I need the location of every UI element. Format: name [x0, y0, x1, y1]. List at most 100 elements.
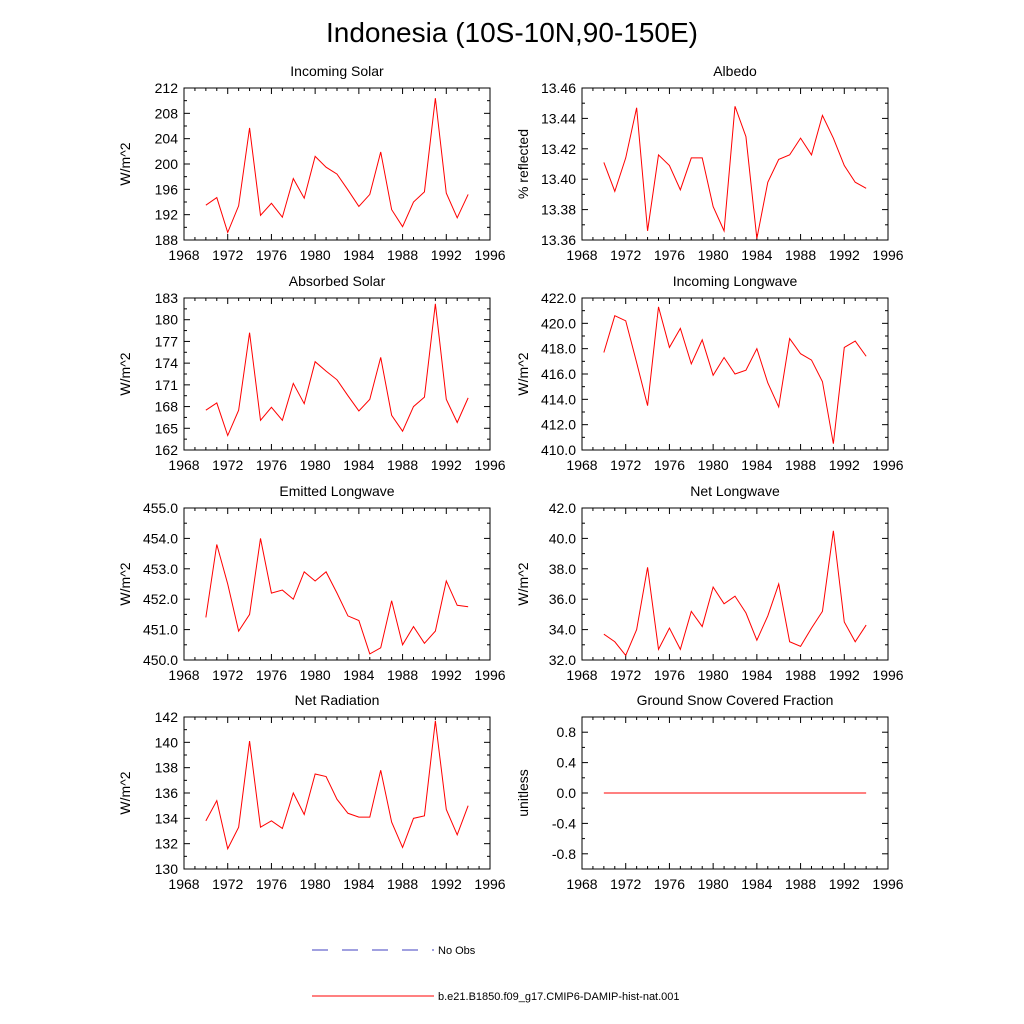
x-tick-label: 1980	[300, 876, 331, 892]
y-tick-label: 208	[155, 105, 179, 121]
x-tick-label: 1996	[872, 876, 903, 892]
panel-title: Emitted Longwave	[279, 483, 394, 499]
panel-title: Net Radiation	[295, 692, 380, 708]
x-tick-label: 1976	[654, 457, 685, 473]
panel-4: 1968 1972 1976 1980 1984 1988 1992 1996 410.0 412…	[515, 273, 904, 473]
x-tick-label: 1976	[256, 667, 287, 683]
x-tick-label: 1968	[566, 457, 597, 473]
y-axis-label: W/m^2	[117, 142, 133, 185]
y-tick-label: 196	[155, 181, 179, 197]
y-tick-label: 455.0	[143, 500, 178, 516]
y-axis-label: unitless	[515, 769, 531, 816]
x-tick-label: 1996	[872, 457, 903, 473]
x-tick-label: 1984	[343, 457, 374, 473]
x-tick-label: 1980	[698, 876, 729, 892]
x-tick-label: 1976	[256, 457, 287, 473]
series-line	[603, 106, 867, 239]
y-tick-label: 34.0	[549, 622, 576, 638]
y-tick-label: 200	[155, 156, 179, 172]
x-tick-label: 1992	[829, 247, 860, 263]
series-line	[603, 306, 867, 444]
x-tick-label: 1968	[168, 457, 199, 473]
y-tick-label: 0.4	[557, 755, 577, 771]
y-tick-label: 204	[155, 131, 179, 147]
y-tick-label: 140	[155, 734, 179, 750]
y-tick-label: 13.42	[541, 141, 576, 157]
y-tick-label: 0.0	[557, 785, 577, 801]
panel-8: 1968 1972 1976 1980 1984 1988 1992 1996 -0.8 -0.4…	[515, 692, 904, 892]
x-tick-label: 1972	[610, 247, 641, 263]
panel-title: Net Longwave	[690, 483, 780, 499]
x-tick-label: 1996	[474, 876, 505, 892]
y-axis-label: W/m^2	[515, 562, 531, 605]
panel-title: Incoming Longwave	[673, 273, 798, 289]
y-tick-label: 422.0	[541, 290, 576, 306]
legend-obs-label: No Obs	[438, 945, 476, 957]
y-tick-label: 452.0	[143, 591, 178, 607]
y-tick-label: 454.0	[143, 530, 178, 546]
x-tick-label: 1980	[300, 457, 331, 473]
y-tick-label: 183	[155, 290, 179, 306]
x-tick-label: 1976	[654, 876, 685, 892]
x-tick-label: 1984	[343, 247, 374, 263]
x-tick-label: 1988	[785, 457, 816, 473]
panel-1: 1968 1972 1976 1980 1984 1988 1992 1996 188 192 19…	[117, 63, 506, 263]
y-tick-label: 13.36	[541, 232, 576, 248]
x-tick-label: 1984	[741, 457, 772, 473]
x-tick-label: 1968	[168, 247, 199, 263]
x-tick-label: 1980	[300, 247, 331, 263]
x-tick-label: 1984	[741, 667, 772, 683]
x-tick-label: 1972	[212, 457, 243, 473]
y-axis-label: W/m^2	[515, 352, 531, 395]
y-tick-label: 38.0	[549, 561, 576, 577]
legend: No Obs b.e21.B1850.f09_g17.CMIP6-DAMIP-h…	[312, 945, 680, 1003]
panels: 1968 1972 1976 1980 1984 1988 1992 1996 188 192 19…	[117, 63, 904, 892]
y-axis-label: W/m^2	[117, 562, 133, 605]
x-tick-label: 1992	[431, 667, 462, 683]
x-tick-label: 1972	[212, 247, 243, 263]
y-tick-label: 134	[155, 810, 179, 826]
plot-frame	[581, 507, 889, 661]
series-line	[205, 98, 469, 234]
x-tick-label: 1980	[698, 247, 729, 263]
y-tick-label: 130	[155, 861, 179, 877]
x-tick-label: 1996	[872, 667, 903, 683]
y-tick-label: 138	[155, 760, 179, 776]
x-tick-label: 1972	[610, 667, 641, 683]
y-tick-label: 136	[155, 785, 179, 801]
y-tick-label: 13.46	[541, 80, 576, 96]
y-tick-label: 32.0	[549, 652, 576, 668]
x-tick-label: 1992	[829, 457, 860, 473]
panel-3: 1968 1972 1976 1980 1984 1988 1992 1996 162 165 16…	[117, 273, 506, 473]
y-tick-label: 162	[155, 442, 179, 458]
x-tick-label: 1988	[387, 876, 418, 892]
panel-6: 1968 1972 1976 1980 1984 1988 1992 1996 32.0 34.0…	[515, 483, 904, 683]
x-tick-label: 1992	[431, 247, 462, 263]
y-tick-label: 171	[155, 377, 179, 393]
y-tick-label: 165	[155, 420, 179, 436]
panel-title: Albedo	[713, 63, 757, 79]
x-tick-label: 1988	[785, 876, 816, 892]
legend-model-label: b.e21.B1850.f09_g17.CMIP6-DAMIP-hist-nat…	[438, 991, 680, 1003]
x-tick-label: 1976	[256, 247, 287, 263]
series-line	[603, 530, 867, 657]
y-tick-label: 412.0	[541, 417, 576, 433]
panel-5: 1968 1972 1976 1980 1984 1988 1992 1996 450.0 451…	[117, 483, 506, 683]
plot-frame	[183, 507, 491, 661]
panel-title: Incoming Solar	[290, 63, 384, 79]
panel-title: Ground Snow Covered Fraction	[637, 692, 834, 708]
y-tick-label: 174	[155, 355, 179, 371]
x-tick-label: 1980	[698, 667, 729, 683]
series-line	[205, 303, 469, 437]
x-tick-label: 1972	[610, 876, 641, 892]
x-tick-label: 1984	[343, 667, 374, 683]
x-tick-label: 1968	[566, 247, 597, 263]
x-tick-label: 1996	[872, 247, 903, 263]
panel-2: 1968 1972 1976 1980 1984 1988 1992 1996 13.36 13.…	[515, 63, 904, 263]
y-tick-label: 420.0	[541, 315, 576, 331]
x-tick-label: 1996	[474, 247, 505, 263]
x-tick-label: 1972	[610, 457, 641, 473]
x-tick-label: 1984	[741, 247, 772, 263]
x-tick-label: 1988	[387, 457, 418, 473]
